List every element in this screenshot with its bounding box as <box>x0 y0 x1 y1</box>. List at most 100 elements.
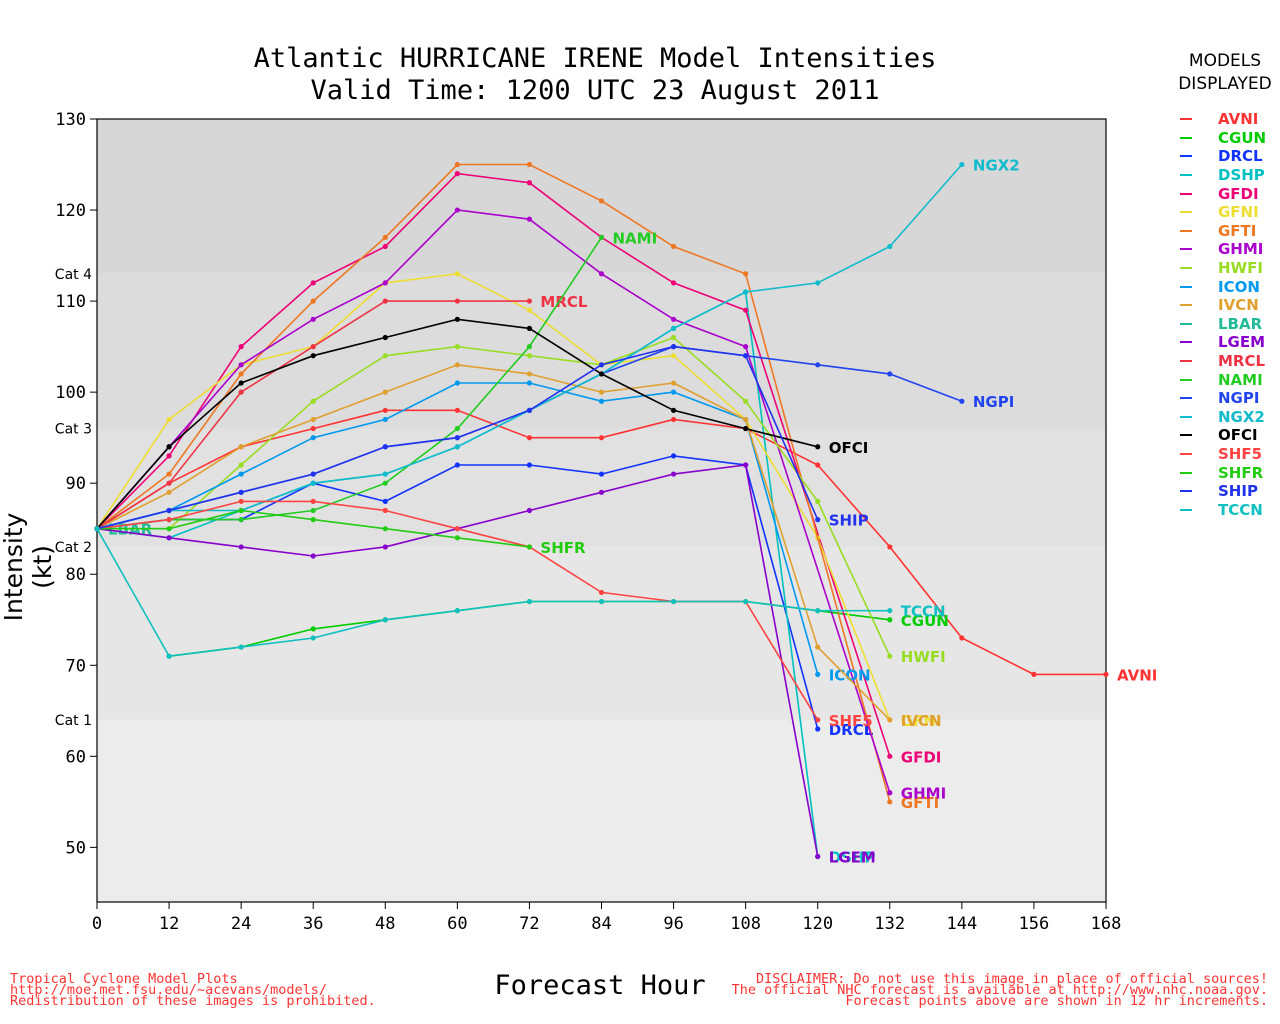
series-point-gfti <box>454 161 460 168</box>
legend-label: HWFI <box>1218 259 1263 278</box>
series-point-nami <box>526 344 533 350</box>
legend-label: MRCL <box>1218 352 1266 371</box>
series-point-ofci <box>310 353 316 359</box>
series-end-label-ofci: OFCI <box>829 439 869 457</box>
series-point-ship <box>670 344 677 350</box>
series-point-ship <box>743 353 749 359</box>
series-point-hwfi <box>454 344 460 350</box>
series-point-cgun <box>887 617 893 623</box>
intensity-band <box>97 273 1106 429</box>
series-point-gfdi <box>743 307 749 313</box>
legend-label: GFTI <box>1218 221 1257 240</box>
footer-disclaimer-line: DISCLAIMER: Do not use this image in pla… <box>755 971 1268 987</box>
series-point-tccn <box>310 635 316 641</box>
series-point-ghmi <box>526 216 533 222</box>
series-point-hwfi <box>526 353 533 359</box>
legend-swatch <box>1180 378 1192 381</box>
legend-label: SHFR <box>1218 463 1264 482</box>
series-point-ngpi <box>959 398 965 404</box>
legend-swatch <box>1180 155 1192 158</box>
series-point-icon <box>382 416 388 423</box>
series-point-gfdi <box>454 171 460 177</box>
legend-label: DRCL <box>1218 147 1263 166</box>
series-point-gfdi <box>310 280 316 286</box>
series-point-lgem <box>238 544 244 550</box>
series-point-cgun <box>310 626 316 632</box>
series-point-lgem <box>310 553 316 559</box>
x-tick-label: 60 <box>447 914 467 934</box>
series-point-shfr <box>238 507 244 514</box>
legend-label: OFCI <box>1218 426 1258 445</box>
y-tick-label: 90 <box>66 474 86 494</box>
intensity-band <box>97 119 1106 274</box>
legend-label: AVNI <box>1218 110 1259 129</box>
series-point-mrcl <box>526 298 533 304</box>
series-line-ivcn <box>96 363 891 721</box>
series-point-tccn <box>94 526 100 532</box>
series-point-gfdi <box>238 344 244 350</box>
series-point-ghmi <box>887 790 893 796</box>
series-end-label-ghmi: GHMI <box>901 785 946 803</box>
series-point-shf5 <box>598 589 605 596</box>
legend-item-gfni: GFNI <box>1180 203 1266 222</box>
x-tick-label: 96 <box>663 914 683 934</box>
legend-label: LBAR <box>1218 314 1263 333</box>
legend-item-ship: SHIP <box>1180 482 1266 501</box>
legend-item-nami: NAMI <box>1180 370 1266 389</box>
y-tick-label: 120 <box>55 201 86 221</box>
series-point-shfr <box>454 535 460 541</box>
series-point-avni <box>598 435 605 441</box>
series-point-gfti <box>887 799 893 805</box>
legend-swatch <box>1180 118 1192 121</box>
series-point-gfdi <box>887 753 893 759</box>
legend-item-ofci: OFCI <box>1180 426 1266 445</box>
legend-label: SHIP <box>1218 482 1258 501</box>
y-tick-label: 110 <box>55 292 86 312</box>
legend-swatch <box>1180 415 1192 418</box>
legend-swatch <box>1180 397 1192 400</box>
series-point-lgem <box>815 853 821 860</box>
series-point-mrcl <box>310 344 316 350</box>
legend-heading-line1: MODELS <box>1188 51 1262 71</box>
x-tick-label: 36 <box>303 914 323 934</box>
footer-credit-line: Tropical Cyclone Model Plots <box>10 971 238 987</box>
legend-swatch <box>1180 229 1192 232</box>
series-point-gfti <box>166 471 172 477</box>
x-tick-label: 108 <box>730 914 761 934</box>
series-point-drcl <box>815 726 821 732</box>
series-point-lgem <box>382 544 388 550</box>
series-end-label-avni: AVNI <box>1117 666 1157 684</box>
chart-title-line2: Valid Time: 1200 UTC 23 August 2011 <box>310 75 880 106</box>
series-point-shf5 <box>310 498 316 504</box>
series-point-avni <box>454 407 460 413</box>
series-point-hwfi <box>743 398 749 404</box>
series-point-shfr <box>166 526 172 532</box>
series-end-label-ngx2: NGX2 <box>973 157 1020 175</box>
series-point-shfr <box>526 544 533 550</box>
series-end-label-ship: SHIP <box>829 512 869 530</box>
series-point-ivcn <box>238 444 244 450</box>
footer-credit-line[interactable]: http://moe.met.fsu.edu/~acevans/models/ <box>10 982 327 998</box>
legend-item-lbar: LBAR <box>1180 315 1266 334</box>
series-point-shf5 <box>454 526 460 532</box>
x-tick-label: 24 <box>231 914 251 934</box>
series-point-ivcn <box>815 644 821 650</box>
series-point-ivcn <box>743 416 749 423</box>
series-point-ofci <box>598 371 605 377</box>
footer-credits: Tropical Cyclone Model Plots http://moe.… <box>10 971 376 1008</box>
intensity-band <box>97 428 1106 547</box>
category-label: Cat 4 <box>55 267 92 283</box>
series-point-gfti <box>310 298 316 304</box>
legend-label: SHF5 <box>1218 444 1263 463</box>
legend-label: NAMI <box>1218 370 1263 389</box>
series-point-lgem <box>670 471 677 477</box>
y-tick-label: 60 <box>66 747 86 767</box>
legend-item-dshp: DSHP <box>1180 166 1266 185</box>
legend-swatch <box>1180 304 1192 307</box>
series-end-label-gfti: GFTI <box>901 794 939 812</box>
series-point-tccn <box>526 598 533 605</box>
series-point-gfti <box>670 243 677 250</box>
legend-swatch <box>1180 285 1192 288</box>
series-point-nami <box>310 507 316 514</box>
series-point-ngx2 <box>454 444 460 450</box>
